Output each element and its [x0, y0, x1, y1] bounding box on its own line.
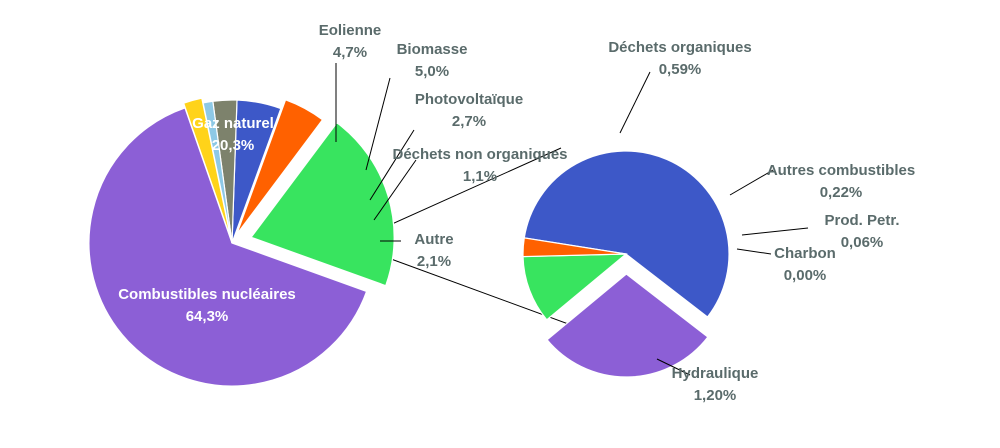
detail-label-name: Autres combustibles	[767, 162, 915, 179]
detail-label-value: 0,00%	[784, 267, 827, 284]
detail-leader-charbon	[736, 248, 772, 255]
detail-leader-autres-combustibles	[729, 169, 774, 196]
detail-slice-autres-combustibles	[522, 253, 628, 321]
main-pie	[88, 97, 395, 387]
main-label-autre: Autre 2,1%	[414, 231, 453, 270]
detail-label-value: 0,22%	[820, 184, 863, 201]
detail-label-dechets-organiques: Déchets organiques 0,59%	[608, 39, 751, 78]
main-label-name: Autre	[414, 231, 453, 248]
main-label-value: 2,7%	[452, 113, 486, 130]
detail-slice-hydraulique	[523, 150, 730, 318]
detail-label-name: Prod. Petr.	[824, 212, 899, 229]
main-label-value: 20,3%	[212, 137, 255, 154]
detail-label-name: Hydraulique	[672, 365, 759, 382]
main-label-name: Eolienne	[319, 22, 382, 39]
main-label-value: 64,3%	[186, 308, 229, 325]
connector-line-top	[371, 147, 562, 234]
main-label-dechets-non-organiques: Déchets non organiques 1,1%	[392, 146, 567, 185]
detail-leader-hydraulique	[656, 358, 691, 376]
main-leader-biomasse	[365, 77, 391, 171]
slice-labels: Combustibles nucléaires 64,3% Gaz naturel 2…	[118, 22, 915, 404]
main-label-value: 4,7%	[333, 44, 367, 61]
detail-slice-dechets-organiques	[546, 273, 709, 378]
detail-label-value: 0,06%	[841, 234, 884, 251]
main-label-combustibles-nucleaires: Combustibles nucléaires 64,3%	[118, 286, 296, 325]
main-label-name: Photovoltaïque	[415, 91, 523, 108]
main-label-value: 2,1%	[417, 253, 451, 270]
main-label-name: Combustibles nucléaires	[118, 286, 296, 303]
main-label-value: 1,1%	[463, 168, 497, 185]
detail-label-autres-combustibles: Autres combustibles 0,22%	[767, 162, 915, 201]
main-slice-autre	[182, 97, 232, 239]
main-slice-combustibles-nucleaires	[88, 107, 368, 387]
main-label-value: 5,0%	[415, 63, 449, 80]
main-slice-gaz-naturel	[250, 121, 395, 287]
leader-lines	[335, 63, 809, 376]
main-label-gaz-naturel: Gaz naturel 20,3%	[192, 115, 274, 154]
main-leader-photovoltaique	[369, 129, 415, 201]
detail-pie	[522, 150, 730, 378]
main-label-eolienne: Eolienne 4,7%	[319, 22, 382, 61]
detail-label-name: Charbon	[774, 245, 836, 262]
main-label-name: Déchets non organiques	[392, 146, 567, 163]
main-label-name: Biomasse	[397, 41, 468, 58]
main-label-biomasse: Biomasse 5,0%	[397, 41, 468, 80]
main-label-photovoltaique: Photovoltaïque 2,7%	[415, 91, 523, 130]
detail-label-value: 1,20%	[694, 387, 737, 404]
main-label-name: Gaz naturel	[192, 115, 274, 132]
detail-label-charbon: Charbon 0,00%	[774, 245, 836, 284]
main-slice-eolienne	[236, 99, 324, 235]
detail-leader-prod-petr	[741, 227, 809, 236]
detail-label-name: Déchets organiques	[608, 39, 751, 56]
detail-label-value: 0,59%	[659, 61, 702, 78]
detail-label-prod-petr: Prod. Petr. 0,06%	[824, 212, 899, 251]
detail-label-hydraulique: Hydraulique 1,20%	[672, 365, 759, 404]
detail-leader-dechets-organiques	[619, 71, 651, 134]
detail-slice-prod-petr	[522, 237, 627, 258]
main-leader-dechets-non-organiques	[373, 159, 417, 221]
